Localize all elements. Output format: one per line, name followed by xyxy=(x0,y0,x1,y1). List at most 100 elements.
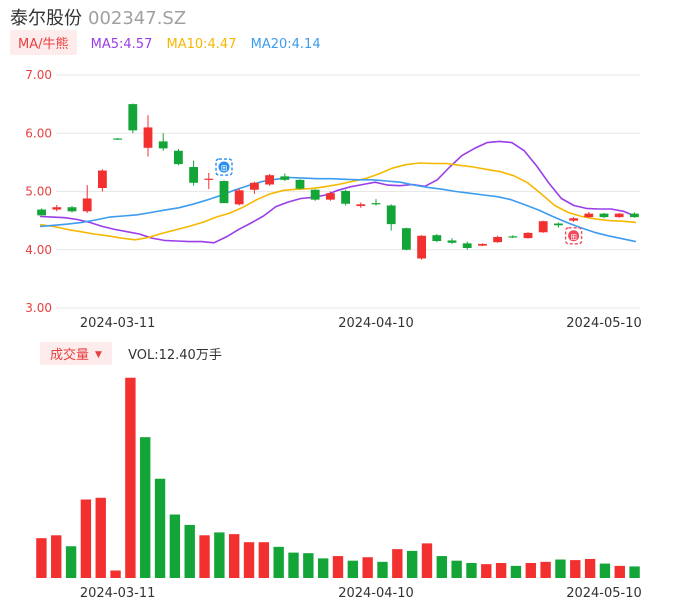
candlestick xyxy=(401,227,411,251)
candle-body xyxy=(52,207,62,210)
candlestick xyxy=(584,211,594,218)
volume-bar xyxy=(288,552,299,578)
ma20-legend-label: MA20:4.14 xyxy=(250,37,321,52)
ma-selector-button[interactable]: MA/牛熊 xyxy=(10,30,77,55)
candle-body xyxy=(477,243,487,246)
candlestick xyxy=(97,169,107,192)
signal-marker-icon: ⊞ xyxy=(570,232,577,241)
candlestick xyxy=(295,179,305,190)
candle-body xyxy=(584,213,594,218)
candle-body xyxy=(569,218,579,221)
candlestick xyxy=(629,212,639,218)
candle-body xyxy=(371,203,381,205)
volume-bar xyxy=(154,478,166,578)
price-y-tick-label: 7.00 xyxy=(25,68,52,82)
candlestick xyxy=(432,234,442,243)
candlestick xyxy=(219,180,229,204)
candle-body xyxy=(462,243,472,249)
volume-bar xyxy=(303,553,314,578)
price-x-axis: 2024-03-11 2024-04-10 2024-05-10 xyxy=(80,316,642,331)
volume-bar xyxy=(317,558,329,578)
volume-bar xyxy=(36,538,47,578)
volume-bar xyxy=(629,566,640,578)
volume-bar xyxy=(421,543,433,578)
candle-body xyxy=(493,236,503,243)
candle-body xyxy=(629,213,639,218)
candle-body xyxy=(143,127,153,148)
volume-x-axis: 2024-03-11 2024-04-10 2024-05-10 xyxy=(80,586,642,601)
volume-bar xyxy=(110,570,121,578)
volume-x-tick-label: 2024-04-10 xyxy=(338,586,414,601)
volume-bar xyxy=(451,560,462,578)
candle-body xyxy=(234,190,244,205)
volume-bars xyxy=(36,377,640,578)
volume-bar xyxy=(540,561,551,578)
volume-x-tick-label: 2024-03-11 xyxy=(80,586,156,601)
candlestick xyxy=(553,222,563,228)
signal-marker-frame xyxy=(564,227,583,245)
volume-bar xyxy=(273,546,284,578)
volume-bar xyxy=(599,563,611,578)
volume-bar xyxy=(214,532,225,578)
ma10-line xyxy=(40,162,636,241)
candlestick xyxy=(234,188,244,206)
volume-chart[interactable]: 2024-03-11 2024-04-10 2024-05-10 xyxy=(0,366,686,606)
volume-bar xyxy=(347,560,359,578)
volume-bar xyxy=(555,559,566,578)
volume-bar xyxy=(140,437,151,578)
volume-x-tick-label: 2024-05-10 xyxy=(566,586,642,601)
price-chart[interactable]: 7.006.005.004.003.00 ⊞⊞ 2024-03-11 2024-0… xyxy=(0,0,686,340)
candle-body xyxy=(538,221,548,233)
candle-body xyxy=(401,228,411,250)
volume-bar xyxy=(466,562,477,578)
candle-body xyxy=(128,104,138,131)
volume-selector-button[interactable]: 成交量 ▼ xyxy=(40,342,112,365)
candlestick xyxy=(356,202,366,208)
candle-body xyxy=(67,207,77,212)
dropdown-caret-icon: ▼ xyxy=(95,350,102,360)
candle-body xyxy=(417,235,427,259)
price-y-tick-label: 6.00 xyxy=(25,126,52,140)
volume-bar xyxy=(258,542,270,578)
candlestick xyxy=(538,220,548,233)
stock-name: 泰尔股份 xyxy=(10,8,82,29)
candle-body xyxy=(249,182,259,190)
candlestick xyxy=(417,235,427,260)
candle-body xyxy=(82,198,92,212)
volume-value: VOL:12.40万手 xyxy=(128,348,222,363)
ma10-legend-label: MA10:4.47 xyxy=(166,37,237,52)
candlestick xyxy=(371,199,381,206)
signal-marker-dot xyxy=(218,161,230,173)
volume-bar xyxy=(332,556,344,578)
volume-bar xyxy=(481,564,492,578)
candle-body xyxy=(173,150,183,165)
candle-body xyxy=(447,240,457,243)
candle-body xyxy=(553,223,563,226)
volume-bar xyxy=(95,497,106,578)
volume-bar xyxy=(125,377,136,578)
volume-bar xyxy=(510,565,522,578)
ma5-line xyxy=(40,140,637,244)
candlestick xyxy=(128,103,138,134)
volume-bar xyxy=(436,556,447,578)
candle-body xyxy=(37,209,47,216)
candle-body xyxy=(386,205,396,225)
volume-selector-label: 成交量 xyxy=(50,348,90,363)
candlestick xyxy=(325,191,335,201)
candlestick xyxy=(477,243,487,247)
candle-body xyxy=(97,170,107,189)
candle-body xyxy=(356,204,366,207)
volume-bar xyxy=(362,557,373,578)
candlestick xyxy=(204,172,214,190)
candlestick xyxy=(37,208,47,216)
candlestick xyxy=(67,206,77,213)
price-y-tick-label: 5.00 xyxy=(25,185,52,199)
price-x-tick-label: 2024-04-10 xyxy=(338,316,414,331)
candle-body xyxy=(325,193,335,200)
candlestick xyxy=(447,238,457,244)
candle-body xyxy=(280,176,290,180)
candle-body xyxy=(113,138,123,140)
volume-bar xyxy=(199,535,210,578)
candle-body xyxy=(599,213,609,218)
candlestick xyxy=(569,217,579,222)
